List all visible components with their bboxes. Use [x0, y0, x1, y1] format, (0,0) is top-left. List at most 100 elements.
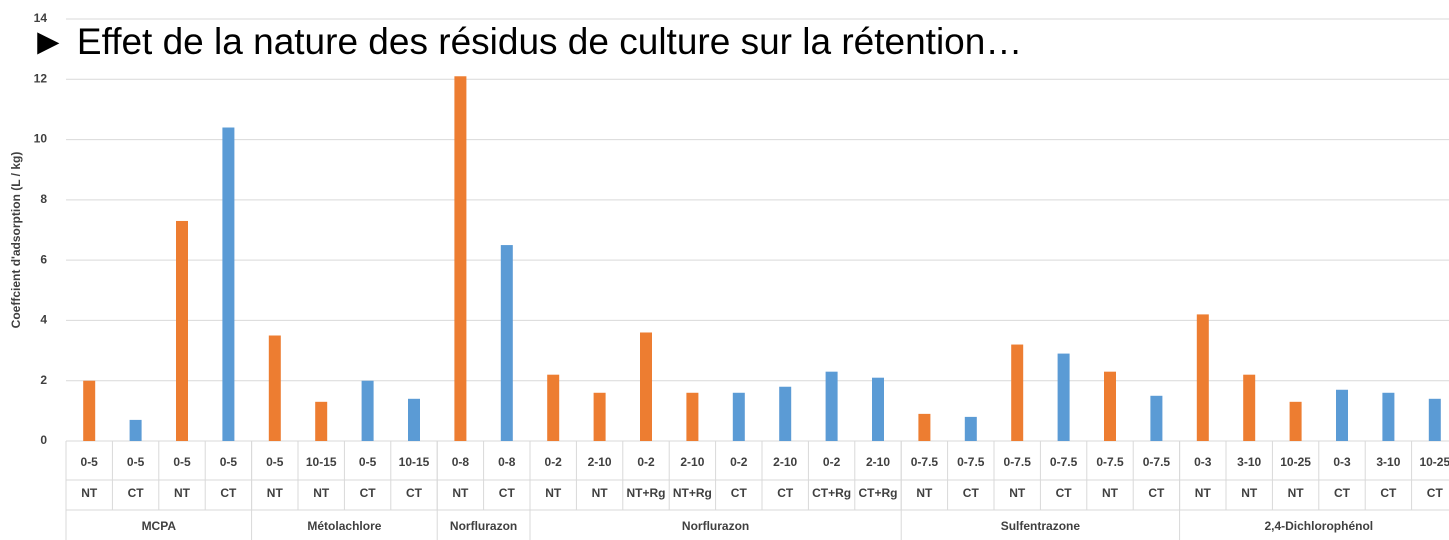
- x-tick-label-2: NT: [174, 486, 191, 500]
- x-tick-label: 10-15: [306, 455, 337, 469]
- x-tick-label-2: CT: [1334, 486, 1351, 500]
- x-tick-label-2: NT: [545, 486, 562, 500]
- x-tick-label: 0-5: [81, 455, 99, 469]
- bar: [176, 220, 188, 441]
- y-tick-label: 12: [34, 71, 48, 85]
- x-tick-label: 0-3: [1333, 455, 1351, 469]
- bar: [315, 401, 328, 441]
- y-tick-label: 6: [40, 252, 47, 266]
- bar: [222, 127, 235, 441]
- x-tick-label-2: NT: [267, 486, 284, 500]
- x-tick-label-2: CT: [963, 486, 980, 500]
- x-tick-label-2: NT: [1288, 486, 1305, 500]
- y-tick-label: 14: [34, 11, 48, 25]
- x-tick-label-2: CT: [128, 486, 145, 500]
- bar: [872, 377, 884, 441]
- bar: [686, 392, 699, 441]
- bar: [640, 332, 652, 441]
- x-tick-label-2: NT: [1241, 486, 1258, 500]
- bar: [408, 398, 420, 441]
- y-tick-label: 2: [40, 373, 47, 387]
- x-tick-label: 0-5: [173, 455, 191, 469]
- x-tick-label: 0-5: [266, 455, 284, 469]
- x-tick-label: 3-10: [1237, 455, 1261, 469]
- x-tick-label-2: NT: [313, 486, 330, 500]
- bar: [129, 419, 142, 441]
- x-tick-label-2: CT: [406, 486, 423, 500]
- bar: [732, 392, 745, 441]
- bar: [1104, 371, 1116, 441]
- x-tick-label: 10-25: [1280, 455, 1311, 469]
- group-label: 2,4-Dichlorophénol: [1264, 519, 1373, 533]
- x-tick-label-2: NT: [916, 486, 933, 500]
- group-label: Métolachlore: [307, 519, 381, 533]
- x-tick-label: 0-2: [823, 455, 841, 469]
- x-tick-label-2: NT+Rg: [627, 486, 666, 500]
- x-tick-label-2: NT: [1195, 486, 1212, 500]
- bar: [1243, 374, 1256, 441]
- x-tick-label: 0-7.5: [911, 455, 939, 469]
- x-tick-label-2: NT+Rg: [673, 486, 712, 500]
- bar: [268, 335, 281, 441]
- x-tick-label-2: CT: [1427, 486, 1444, 500]
- x-tick-label: 0-5: [127, 455, 145, 469]
- x-tick-label: 10-15: [399, 455, 430, 469]
- x-tick-label-2: CT: [360, 486, 377, 500]
- x-tick-label-2: CT+Rg: [812, 486, 851, 500]
- bar: [1057, 353, 1070, 441]
- x-tick-label: 0-5: [359, 455, 377, 469]
- bar: [1011, 344, 1024, 441]
- y-axis-label: Coeffcient d'adsorption (L / kg): [9, 152, 23, 329]
- x-tick-label-2: CT: [499, 486, 516, 500]
- x-tick-label: 0-7.5: [1096, 455, 1124, 469]
- x-tick-label-2: CT: [1056, 486, 1073, 500]
- y-tick-label: 10: [34, 132, 48, 146]
- bar: [593, 392, 606, 441]
- x-tick-label-2: CT+Rg: [859, 486, 898, 500]
- x-tick-label: 2-10: [680, 455, 704, 469]
- bar: [454, 76, 467, 442]
- bar: [779, 386, 792, 441]
- x-tick-label: 0-7.5: [1050, 455, 1078, 469]
- x-tick-label-2: CT: [777, 486, 794, 500]
- x-tick-label-2: NT: [1102, 486, 1119, 500]
- x-tick-label: 0-7.5: [1143, 455, 1171, 469]
- bar: [361, 380, 374, 441]
- bar: [964, 416, 977, 441]
- bar: [1428, 398, 1441, 441]
- bar: [1382, 392, 1395, 441]
- x-tick-label: 0-3: [1194, 455, 1212, 469]
- bar: [547, 374, 560, 441]
- bar: [918, 413, 931, 441]
- x-tick-label-2: CT: [1148, 486, 1165, 500]
- bar: [1289, 401, 1302, 441]
- x-tick-label-2: NT: [592, 486, 609, 500]
- bar: [83, 380, 96, 441]
- bar: [500, 245, 513, 441]
- x-tick-label: 0-8: [498, 455, 516, 469]
- bar: [1150, 395, 1163, 441]
- x-tick-label: 0-2: [730, 455, 748, 469]
- group-label: Norflurazon: [682, 519, 749, 533]
- x-tick-label: 0-2: [545, 455, 563, 469]
- x-tick-label: 2-10: [866, 455, 890, 469]
- x-tick-label: 0-2: [637, 455, 655, 469]
- y-tick-label: 0: [40, 433, 47, 447]
- group-label: Sulfentrazone: [1001, 519, 1081, 533]
- x-tick-label-2: NT: [452, 486, 469, 500]
- x-tick-label: 2-10: [588, 455, 612, 469]
- bar: [1336, 389, 1348, 441]
- x-tick-label: 2-10: [773, 455, 797, 469]
- chart-title: ► Effet de la nature des résidus de cult…: [30, 21, 1022, 62]
- x-tick-label: 0-7.5: [1004, 455, 1032, 469]
- x-tick-label-2: NT: [81, 486, 98, 500]
- y-tick-label: 4: [40, 313, 47, 327]
- group-label: MCPA: [142, 519, 177, 533]
- x-tick-label-2: NT: [1009, 486, 1026, 500]
- x-tick-label: 0-7.5: [957, 455, 985, 469]
- x-tick-label: 3-10: [1376, 455, 1400, 469]
- x-tick-label-2: CT: [220, 486, 237, 500]
- y-tick-label: 8: [40, 192, 47, 206]
- x-tick-label: 10-25: [1419, 455, 1449, 469]
- x-tick-label: 0-8: [452, 455, 470, 469]
